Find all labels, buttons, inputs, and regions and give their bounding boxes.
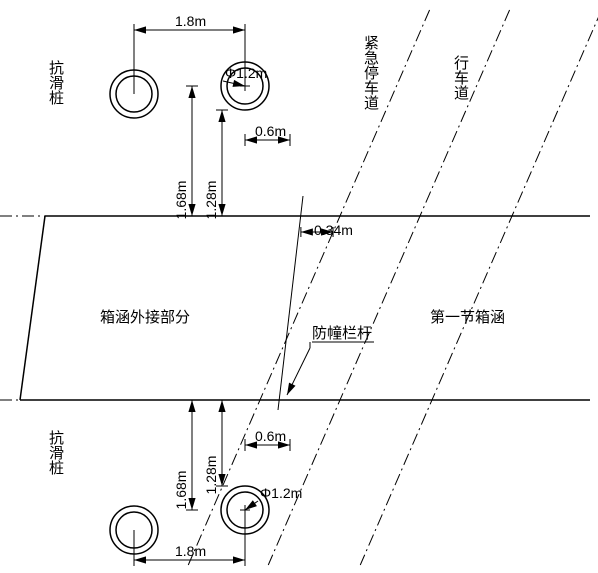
svg-text:1.68m: 1.68m	[173, 471, 189, 510]
svg-text:0.6m: 0.6m	[255, 123, 286, 139]
svg-text:1.8m: 1.8m	[175, 543, 206, 559]
svg-text:Φ1.2m: Φ1.2m	[260, 485, 302, 501]
svg-text:抗滑桩: 抗滑桩	[47, 430, 64, 475]
svg-text:1.28m: 1.28m	[203, 181, 219, 220]
svg-text:1.68m: 1.68m	[173, 181, 189, 220]
svg-text:行车道: 行车道	[452, 55, 469, 100]
svg-text:防幢栏杆: 防幢栏杆	[312, 324, 372, 342]
svg-text:箱涵外接部分: 箱涵外接部分	[100, 309, 190, 326]
svg-text:0.6m: 0.6m	[255, 428, 286, 444]
svg-text:1.8m: 1.8m	[175, 13, 206, 29]
svg-text:1.28m: 1.28m	[203, 456, 219, 495]
svg-text:Φ1.2m: Φ1.2m	[225, 65, 267, 81]
svg-text:抗滑桩: 抗滑桩	[47, 60, 64, 105]
svg-text:第一节箱涵: 第一节箱涵	[430, 308, 505, 326]
svg-text:紧急停车道: 紧急停车道	[362, 35, 379, 110]
